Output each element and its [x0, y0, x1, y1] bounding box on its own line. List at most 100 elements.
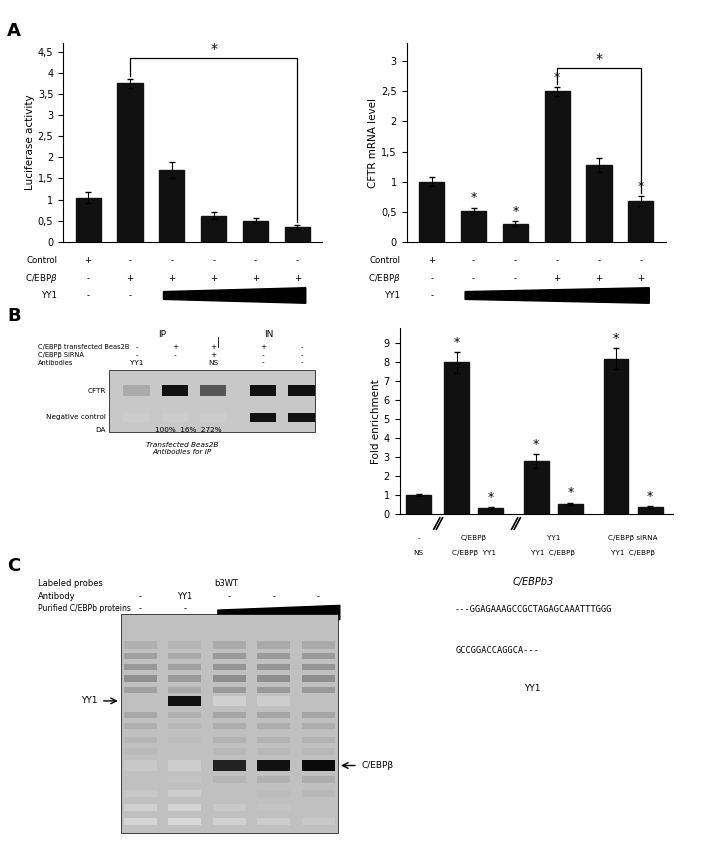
Text: YY1: YY1 — [177, 592, 193, 601]
Bar — [558, 504, 583, 514]
Text: -: - — [128, 291, 132, 300]
Bar — [168, 664, 201, 670]
Text: -: - — [300, 344, 303, 350]
Bar — [461, 211, 486, 242]
Bar — [628, 201, 653, 242]
Bar — [162, 413, 188, 422]
Text: C/EBPβ: C/EBPβ — [461, 535, 486, 541]
Bar — [213, 712, 246, 718]
Text: -: - — [139, 604, 142, 613]
Text: +: + — [554, 274, 561, 283]
Text: *: * — [488, 491, 494, 504]
Text: -: - — [597, 257, 601, 265]
Bar — [200, 413, 226, 422]
Text: -: - — [135, 344, 138, 350]
Bar — [124, 696, 157, 706]
Text: +: + — [126, 274, 134, 283]
Bar — [168, 653, 201, 659]
Bar — [168, 712, 201, 718]
Text: Transfected Beas2B
Antibodies for IP: Transfected Beas2B Antibodies for IP — [146, 442, 219, 455]
Bar — [478, 508, 503, 514]
Text: -: - — [262, 353, 264, 359]
Text: A: A — [7, 22, 21, 40]
Bar — [213, 737, 246, 743]
Text: -: - — [296, 257, 299, 265]
Text: C: C — [7, 557, 20, 575]
Text: -: - — [556, 291, 559, 300]
Bar — [302, 791, 335, 797]
Text: YY1: YY1 — [130, 359, 143, 365]
Text: YY1: YY1 — [547, 535, 560, 541]
Text: -: - — [135, 353, 138, 359]
Bar — [587, 165, 611, 242]
Bar — [213, 748, 246, 754]
Text: YY1: YY1 — [41, 291, 57, 300]
Bar — [168, 723, 201, 729]
Bar — [124, 723, 157, 729]
Bar — [124, 760, 157, 771]
Bar — [302, 696, 335, 706]
Bar — [302, 641, 335, 649]
Text: YY1: YY1 — [385, 291, 401, 300]
Text: YY1: YY1 — [81, 696, 97, 705]
Bar — [257, 818, 290, 825]
Bar — [257, 791, 290, 797]
Text: *: * — [554, 71, 560, 84]
Bar — [168, 675, 201, 682]
Text: C/EBP$\beta$: C/EBP$\beta$ — [25, 271, 57, 285]
Text: C/EBP$\beta$: C/EBP$\beta$ — [368, 271, 401, 285]
Text: *: * — [647, 490, 653, 503]
Text: -: - — [317, 592, 320, 601]
Bar — [257, 687, 290, 693]
Text: C/EBPb3: C/EBPb3 — [512, 577, 553, 588]
Text: b3WT: b3WT — [214, 579, 238, 588]
Polygon shape — [218, 606, 340, 619]
Bar — [604, 359, 628, 514]
Bar — [257, 653, 290, 659]
Text: IP: IP — [158, 330, 165, 339]
Bar — [213, 791, 246, 797]
Text: +: + — [172, 344, 178, 350]
Bar — [302, 804, 335, 811]
Text: -: - — [556, 257, 559, 265]
Bar — [168, 777, 201, 783]
Bar — [257, 641, 290, 649]
Bar — [257, 804, 290, 811]
Text: ---GGAGAAAGCCGCTAGAGCAAATTTGGG: ---GGAGAAAGCCGCTAGAGCAAATTTGGG — [454, 605, 611, 613]
Text: -: - — [170, 257, 173, 265]
Text: -: - — [430, 291, 433, 300]
Text: -: - — [262, 359, 264, 365]
Text: Antibodies: Antibodies — [38, 359, 74, 365]
Text: YY1  C/EBPβ: YY1 C/EBPβ — [611, 550, 655, 556]
Text: -: - — [472, 274, 475, 283]
Text: C/EBPβ transfected Beas2B: C/EBPβ transfected Beas2B — [38, 344, 130, 350]
Text: -: - — [139, 592, 142, 601]
Text: Antibody: Antibody — [39, 592, 76, 601]
Bar — [201, 216, 226, 242]
Bar — [124, 641, 157, 649]
Bar — [168, 818, 201, 825]
Bar — [121, 613, 338, 833]
Text: C/EBPβ: C/EBPβ — [361, 761, 393, 770]
Bar — [257, 723, 290, 729]
Bar — [168, 804, 201, 811]
Text: -: - — [87, 291, 90, 300]
Bar — [124, 818, 157, 825]
Text: +: + — [168, 274, 175, 283]
Bar — [257, 696, 290, 706]
Y-axis label: Fold enrichment: Fold enrichment — [371, 378, 381, 464]
Text: -: - — [128, 257, 132, 265]
Y-axis label: CFTR mRNA level: CFTR mRNA level — [369, 98, 379, 187]
Text: YY1: YY1 — [524, 683, 541, 693]
Bar — [168, 687, 201, 693]
Bar — [213, 696, 246, 706]
Text: -: - — [254, 257, 257, 265]
Bar — [159, 170, 184, 242]
Bar — [162, 384, 188, 397]
Bar — [302, 737, 335, 743]
Bar — [257, 760, 290, 771]
Bar — [302, 687, 335, 693]
Text: *: * — [512, 205, 519, 218]
Bar — [213, 664, 246, 670]
Text: -: - — [639, 257, 642, 265]
